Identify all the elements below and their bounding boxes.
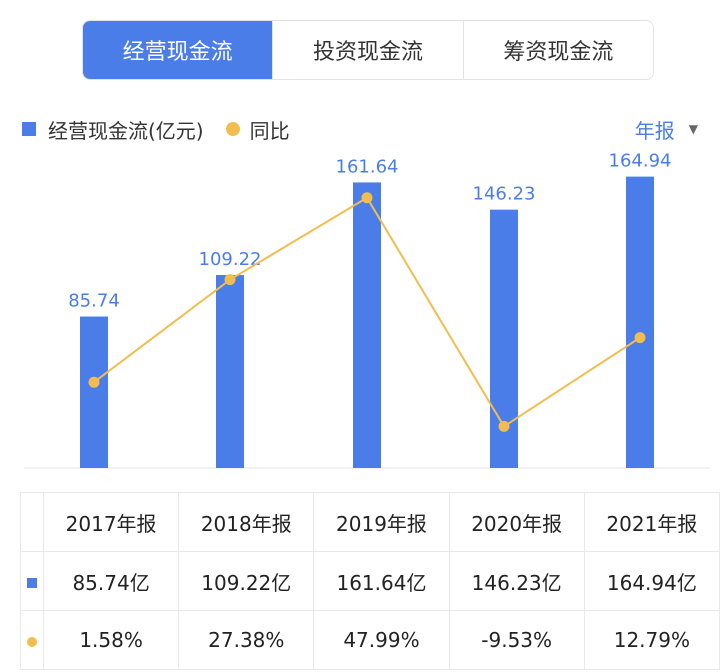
data-table: 2017年报 2018年报 2019年报 2020年报 2021年报 85.74… [20, 492, 721, 670]
tab-investing-cashflow[interactable]: 投资现金流 [272, 21, 463, 79]
table-row-values: 85.74亿 109.22亿 161.64亿 146.23亿 164.94亿 [20, 551, 721, 611]
table-value-cell: 146.23亿 [448, 551, 585, 611]
bar [353, 182, 381, 468]
table-header-row: 2017年报 2018年报 2019年报 2020年报 2021年报 [20, 492, 721, 552]
tab-financing-cashflow[interactable]: 筹资现金流 [462, 21, 653, 79]
period-selector-label: 年报 [634, 118, 675, 143]
table-header-cell: 2021年报 [583, 492, 721, 552]
yoy-point [224, 274, 236, 286]
table-row-marker [20, 610, 44, 670]
table-growth-cell: 27.38% [178, 610, 315, 670]
table-header-cell: 2019年报 [313, 492, 450, 552]
chevron-down-icon: ▼ [688, 122, 698, 136]
bar-value-label: 161.64 [336, 156, 399, 177]
table-header-cell: 2017年报 [42, 492, 180, 552]
table-value-cell: 85.74亿 [42, 551, 180, 611]
table-growth-cell: 12.79% [583, 610, 721, 670]
bar-value-label: 164.94 [609, 151, 672, 172]
table-growth-cell: -9.53% [448, 610, 585, 670]
tab-operating-cashflow[interactable]: 经营现金流 [83, 21, 273, 79]
yoy-point [88, 376, 100, 388]
table-value-cell: 161.64亿 [313, 551, 450, 611]
bar-series-marker [27, 578, 37, 588]
cashflow-tabs: 经营现金流 投资现金流 筹资现金流 [82, 20, 654, 80]
line-legend-label: 同比 [249, 118, 290, 143]
table-value-cell: 164.94亿 [583, 551, 721, 611]
bar-value-label: 85.74 [68, 291, 120, 312]
table-header-cell: 2018年报 [178, 492, 315, 552]
line-legend-swatch [225, 122, 240, 136]
bar [626, 176, 654, 468]
yoy-point [634, 332, 646, 344]
yoy-point [498, 420, 510, 432]
bar-legend-swatch [22, 122, 36, 136]
bar-legend-label: 经营现金流(亿元) [48, 118, 204, 143]
table-growth-cell: 47.99% [313, 610, 450, 670]
bar-value-label: 109.22 [199, 249, 262, 270]
table-growth-cell: 1.58% [42, 610, 180, 670]
bar [216, 275, 244, 468]
bar-value-label: 146.23 [473, 184, 536, 205]
table-value-cell: 109.22亿 [178, 551, 315, 611]
yoy-point [361, 192, 373, 204]
cashflow-chart: 85.74 109.22 161.64 146.23 164.94 [24, 151, 710, 469]
table-header-cell: 2020年报 [448, 492, 585, 552]
period-selector[interactable]: 年报 ▼ [635, 114, 698, 144]
line-series-marker [27, 637, 37, 647]
chart-legend: 经营现金流(亿元) 同比 [22, 114, 290, 144]
table-row-marker [20, 551, 44, 611]
table-row-growth: 1.58% 27.38% 47.99% -9.53% 12.79% [20, 610, 721, 670]
table-corner-cell [20, 492, 44, 552]
bar [80, 316, 108, 468]
